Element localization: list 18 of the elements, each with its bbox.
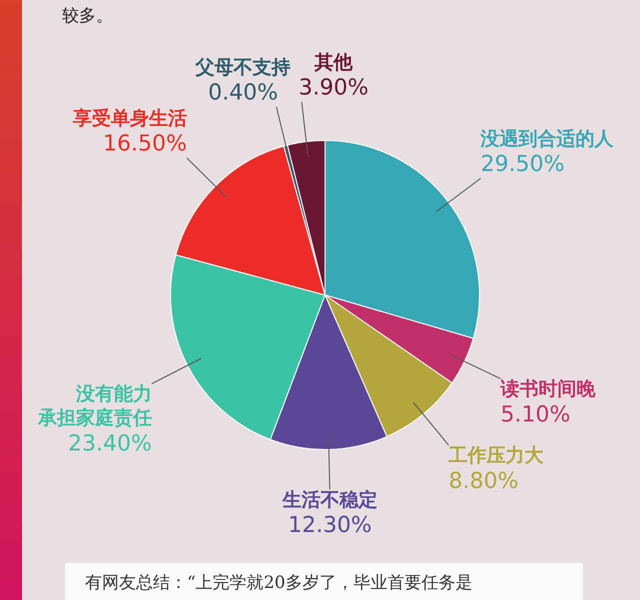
slice-label: 工作压力大 [448,444,545,467]
data-label: 8.80% [448,468,518,494]
data-label: 12.30% [288,513,372,538]
data-label: 23.40% [68,431,152,456]
data-label: 0.40% [208,80,278,106]
slice-label: 其他 [314,51,354,74]
slice-label: 父母不支持 [194,56,291,78]
text: 较多。 [62,5,113,27]
data-label: 5.10% [500,402,570,428]
data-label: 3.90% [298,76,368,101]
slice-label: 没有能力承担家庭责任 [36,383,152,430]
slice-label: 没遇到合适的人 [480,128,615,150]
data-label: 29.50% [480,152,565,178]
slice-label: 读书时间晚 [500,378,597,400]
slice-label: 享受单身生活 [72,107,187,130]
slice-label: 生活不稳定 [281,488,378,511]
text: 有网友总结：“上完学就20多岁了，毕业首要任务是 [65,563,583,600]
data-label: 16.50% [103,132,187,157]
